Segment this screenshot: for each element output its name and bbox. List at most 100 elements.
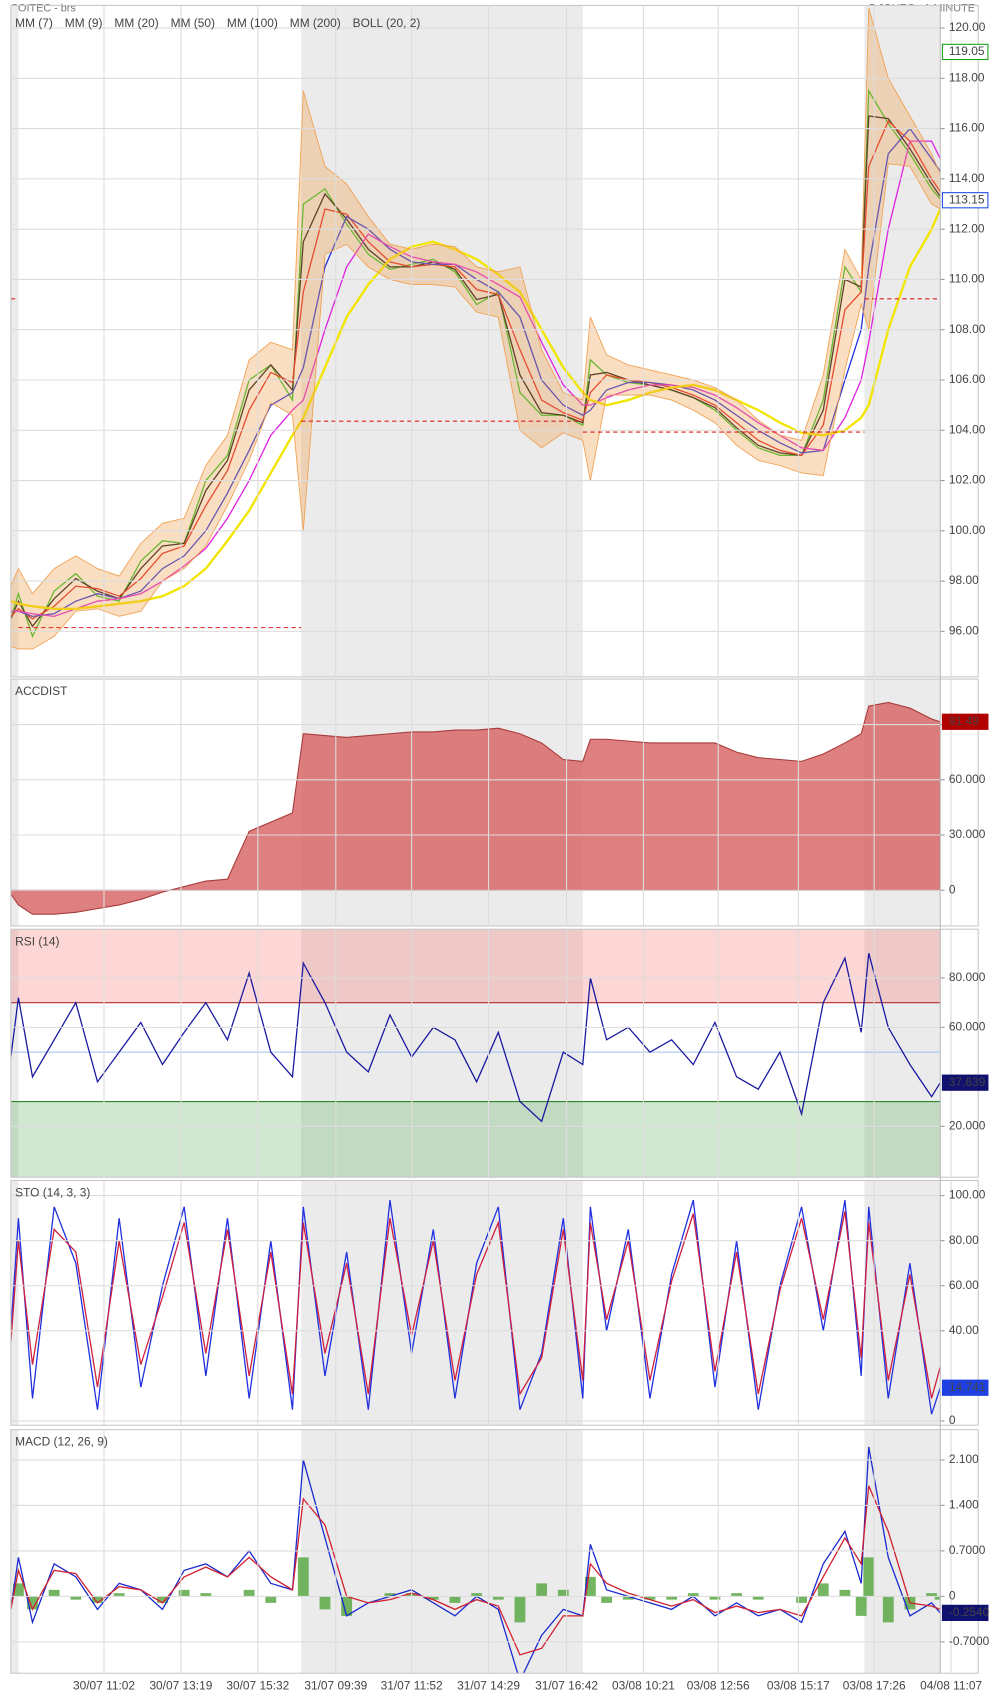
histogram-bar: [796, 1596, 808, 1603]
last-value-label: 113.15: [949, 192, 985, 206]
histogram-bar: [934, 1596, 941, 1600]
y-tick-label: 106.00: [949, 372, 986, 386]
histogram-bar: [157, 1596, 168, 1603]
series-line: [10, 119, 941, 620]
session-shade: [864, 1180, 941, 1426]
area: [10, 701, 941, 915]
histogram-bar: [297, 1557, 309, 1597]
histogram-bar: [709, 1596, 721, 1600]
x-tick-label: 31/07 11:52: [381, 1678, 443, 1692]
y-tick-label: 112.00: [949, 221, 985, 235]
band-lower: [10, 163, 941, 650]
y-tick-label: 104.00: [949, 422, 986, 436]
y-tick-label: 108.00: [949, 322, 986, 336]
x-tick-label: 03/08 12:56: [687, 1678, 750, 1692]
histogram-bar: [687, 1593, 699, 1597]
panel: [10, 679, 941, 926]
y-tick-label: 80.000: [949, 970, 986, 984]
session-shade: [864, 929, 941, 1178]
last-value-box: [941, 192, 989, 209]
panel: [10, 5, 941, 677]
x-tick-label: 03/08 15:17: [767, 1678, 830, 1692]
y-tick-label: 116.00: [949, 121, 985, 135]
histogram-bar: [427, 1596, 439, 1600]
symbol: SOITEC - brs: [11, 3, 77, 15]
y-tick-label: 80.00: [949, 1233, 979, 1247]
series-line: [10, 208, 941, 610]
legend-entry: MM (50): [171, 16, 215, 30]
histogram-bar: [644, 1596, 656, 1600]
histogram-bar: [731, 1593, 743, 1597]
legend-entry: BOLL (20, 2): [353, 16, 421, 30]
last-value-box: [941, 43, 989, 61]
histogram-bar: [12, 1583, 24, 1597]
panel-title: STO (14, 3, 3): [15, 1186, 90, 1200]
session-shade: [10, 5, 19, 677]
x-tick-label: 30/07 15:32: [226, 1678, 289, 1692]
last-value-box: [941, 1379, 989, 1396]
y-tick-label: 102.00: [949, 473, 986, 487]
y-tick-label: 40.00: [949, 1323, 979, 1337]
y-tick-label: 20.000: [949, 1118, 986, 1132]
session-shade: [10, 929, 19, 1178]
histogram-bar: [882, 1596, 894, 1623]
last-value-label: -0.2540: [949, 1605, 989, 1619]
histogram-bar: [178, 1589, 190, 1597]
y-tick-label: 100.00: [949, 1188, 986, 1202]
x-tick-label: 31/07 14:29: [457, 1678, 520, 1692]
histogram-bar: [584, 1576, 596, 1597]
histogram-bar: [557, 1589, 569, 1597]
histogram-bar: [492, 1596, 504, 1600]
histogram-bar: [27, 1596, 38, 1610]
y-tick-label: 0.7000: [949, 1543, 986, 1557]
panel-frame: [10, 678, 979, 927]
panel: [10, 1429, 941, 1674]
x-tick-label: 30/07 13:19: [149, 1678, 212, 1692]
histogram-bar: [926, 1593, 938, 1597]
y-tick-label: 120.00: [949, 20, 986, 34]
legend-entry: MM (9): [65, 16, 103, 30]
x-tick-label: 31/07 16:42: [535, 1678, 598, 1692]
y-tick-label: 30.000: [949, 827, 986, 841]
y-tick-label: 60.000: [949, 772, 986, 786]
histogram-bar: [319, 1596, 331, 1610]
legend-entry: MM (7): [15, 16, 53, 30]
y-tick-label: 0: [949, 1589, 956, 1603]
panel: [10, 929, 941, 1178]
panel-frame: [10, 1179, 979, 1426]
histogram-bar: [113, 1593, 125, 1597]
series-line: [10, 127, 941, 618]
histogram-bar: [243, 1589, 255, 1597]
y-tick-label: 1.400: [949, 1498, 979, 1512]
session-shade: [301, 1180, 583, 1426]
session-shade: [10, 679, 19, 926]
y-tick-label: 118.00: [949, 70, 985, 84]
histogram-bar: [863, 1557, 875, 1597]
session-shade: [301, 5, 583, 677]
histogram-bar: [839, 1589, 851, 1597]
x-tick-label: 30/07 11:02: [73, 1678, 135, 1692]
last-value-box: [941, 713, 989, 730]
y-tick-label: 0: [949, 882, 956, 896]
last-value-box: [941, 1604, 989, 1622]
series-line: [10, 140, 941, 618]
histogram-bar: [200, 1593, 212, 1597]
histogram-bar: [666, 1596, 678, 1600]
x-tick-label: 03/08 17:26: [843, 1678, 906, 1692]
legend-entry: MM (20): [114, 16, 158, 30]
histogram-bar: [471, 1593, 483, 1597]
histogram-bar: [536, 1583, 548, 1597]
series-line: [10, 1211, 941, 1399]
histogram-bar: [92, 1596, 103, 1603]
last-value-label: 91.49: [949, 714, 979, 728]
y-tick-label: 98.00: [949, 573, 979, 587]
legend-entry: MM (100): [227, 16, 278, 30]
y-tick-label: 60.00: [949, 1278, 979, 1292]
oversold-zone: [10, 1101, 941, 1178]
histogram-bar: [384, 1593, 396, 1597]
series-line: [10, 1199, 941, 1415]
last-value-label: 14.741: [949, 1380, 986, 1394]
series-line: [10, 1485, 941, 1656]
